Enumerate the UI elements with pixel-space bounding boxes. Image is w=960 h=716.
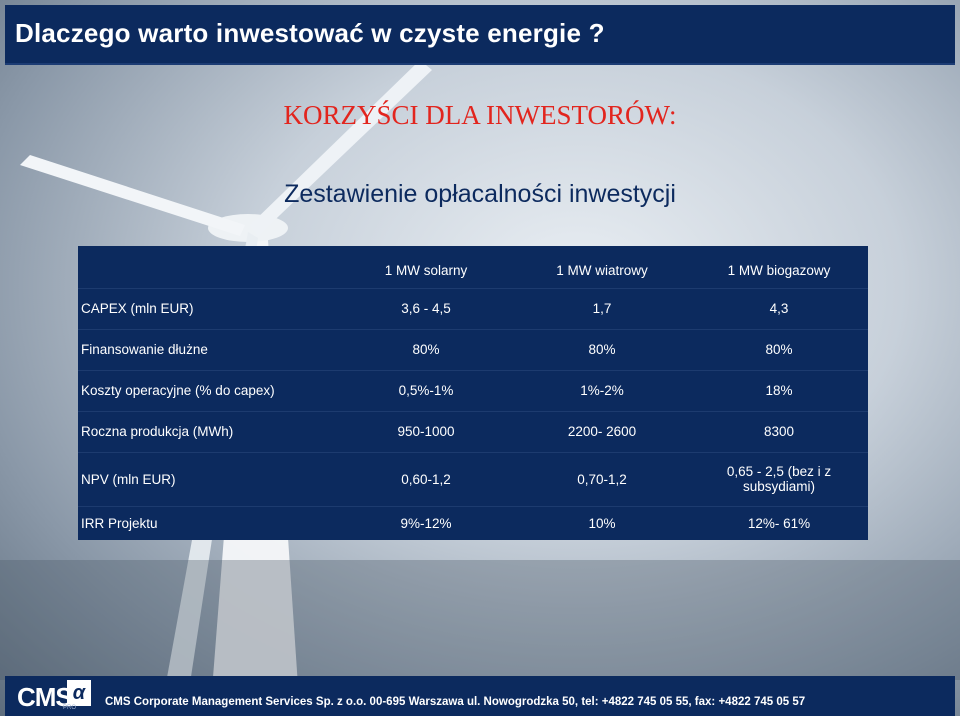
row-label: Roczna produkcja (MWh) (81, 424, 234, 439)
cell-biogas: 4,3 (769, 301, 789, 316)
cell-wind: 80% (588, 342, 616, 357)
investment-comparison-table: 1 MW solarny 1 MW wiatrowy 1 MW biogazow… (78, 246, 868, 540)
column-header-solar: 1 MW solarny (384, 262, 468, 278)
cell-solar: 9%-12% (400, 515, 452, 531)
row-label: NPV (mln EUR) (81, 471, 176, 487)
cell-wind: 2200- 2600 (567, 424, 637, 439)
logo-alpha-mark: α (67, 680, 91, 706)
logo-sub-text: PRO (63, 705, 77, 711)
cell-biogas: 18% (765, 383, 793, 398)
cell-biogas: 80% (765, 342, 793, 357)
row-label: Koszty operacyjne (% do capex) (81, 383, 275, 398)
cell-biogas: 8300 (763, 424, 795, 439)
row-label: IRR Projektu (81, 515, 158, 531)
table-header-row: 1 MW solarny 1 MW wiatrowy 1 MW biogazow… (78, 246, 868, 289)
table-row: NPV (mln EUR) 0,60-1,2 0,70-1,2 0,65 - 2… (78, 452, 868, 507)
cell-solar: 950-1000 (397, 424, 455, 439)
page-title: Dlaczego warto inwestować w czyste energ… (15, 18, 605, 48)
row-label: CAPEX (mln EUR) (81, 301, 194, 316)
column-header-empty (78, 264, 338, 270)
section-subheading: Zestawienie opłacalności inwestycji (284, 180, 676, 208)
cell-wind: 1%-2% (580, 383, 624, 398)
column-header-wind: 1 MW wiatrowy (556, 262, 648, 278)
cell-solar: 3,6 - 4,5 (401, 301, 451, 316)
table-row: Koszty operacyjne (% do capex) 0,5%-1% 1… (78, 370, 868, 412)
cell-solar: 80% (412, 342, 440, 357)
table-row: Finansowanie dłużne 80% 80% 80% (78, 329, 868, 371)
cell-wind: 0,70-1,2 (577, 471, 627, 487)
cell-solar: 0,60-1,2 (401, 471, 451, 487)
cell-biogas: 12%- 61% (747, 515, 811, 531)
table-row: CAPEX (mln EUR) 3,6 - 4,5 1,7 4,3 (78, 288, 868, 330)
column-header-biogas: 1 MW biogazowy (727, 262, 831, 278)
section-heading: KORZYŚCI DLA INWESTORÓW: (283, 100, 677, 130)
cell-solar: 0,5%-1% (398, 383, 454, 398)
footer-bar: CMS α PRO CMS Corporate Management Servi… (5, 676, 955, 716)
row-label: Finansowanie dłużne (81, 342, 208, 357)
header-bar: Dlaczego warto inwestować w czyste energ… (5, 5, 955, 65)
cell-wind: 1,7 (592, 301, 612, 316)
footer-contact-text: CMS Corporate Management Services Sp. z … (105, 696, 806, 708)
cell-biogas: 0,65 - 2,5 (bez i z subsydiami) (726, 464, 832, 494)
cell-wind: 10% (588, 515, 616, 531)
company-logo: CMS (17, 682, 73, 712)
table-row: Roczna produkcja (MWh) 950-1000 2200- 26… (78, 411, 868, 453)
table-row: IRR Projektu 9%-12% 10% 12%- 61% (78, 506, 868, 540)
